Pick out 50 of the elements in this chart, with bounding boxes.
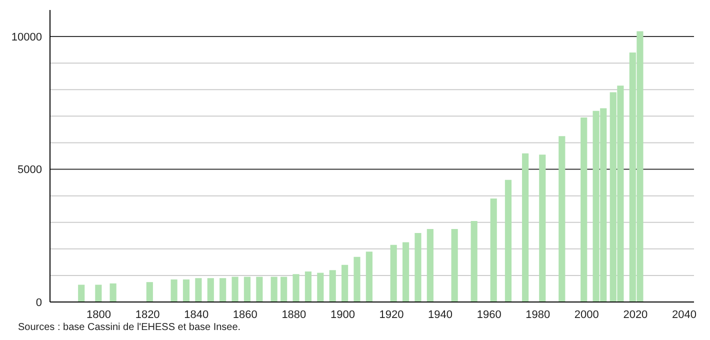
bar bbox=[95, 284, 102, 302]
bar bbox=[232, 276, 238, 302]
bar bbox=[490, 198, 497, 302]
bar bbox=[558, 136, 566, 302]
x-tick-label: 1820 bbox=[135, 308, 160, 321]
bar bbox=[451, 229, 458, 302]
x-tick-label: 2020 bbox=[623, 308, 648, 321]
bar bbox=[220, 278, 226, 302]
bar bbox=[78, 284, 85, 302]
bar bbox=[182, 279, 190, 302]
bar bbox=[390, 244, 397, 302]
bar bbox=[366, 252, 372, 302]
x-tick-label: 1880 bbox=[282, 308, 306, 321]
bar bbox=[329, 270, 336, 302]
x-tick-label: 2000 bbox=[574, 308, 599, 321]
x-tick-label: 1980 bbox=[526, 308, 550, 321]
bar bbox=[195, 278, 202, 302]
bar bbox=[470, 221, 478, 302]
y-tick-label: 10000 bbox=[11, 31, 42, 44]
source-note: Sources : base Cassini de l'EHESS et base Insee. bbox=[18, 322, 242, 333]
x-tick-label: 1940 bbox=[428, 308, 453, 321]
bar bbox=[170, 279, 178, 302]
bar bbox=[402, 242, 410, 302]
y-tick-label: 0 bbox=[36, 296, 42, 309]
y-tick-label: 5000 bbox=[18, 164, 42, 176]
bar bbox=[317, 272, 324, 302]
bar bbox=[146, 282, 153, 302]
x-tick-label: 1900 bbox=[330, 308, 355, 321]
bar bbox=[256, 276, 263, 302]
bar bbox=[426, 229, 434, 302]
bar bbox=[292, 274, 300, 302]
bar bbox=[580, 118, 588, 302]
bar bbox=[244, 276, 251, 302]
bar bbox=[522, 153, 529, 302]
x-tick-label: 1840 bbox=[184, 308, 209, 321]
x-tick-label: 1920 bbox=[379, 308, 404, 321]
bar bbox=[110, 283, 116, 302]
bar bbox=[354, 256, 360, 302]
bar bbox=[414, 232, 422, 302]
x-tick-label: 1860 bbox=[232, 308, 258, 321]
bar bbox=[504, 180, 512, 302]
x-tick-label: 1960 bbox=[476, 308, 502, 321]
bar bbox=[304, 271, 312, 302]
x-tick-label: 2040 bbox=[672, 308, 696, 321]
bar bbox=[270, 276, 278, 302]
bar bbox=[539, 154, 546, 302]
bar bbox=[207, 278, 214, 302]
bar bbox=[280, 276, 288, 302]
x-tick-label: 1800 bbox=[86, 308, 112, 321]
bar bbox=[342, 264, 348, 302]
